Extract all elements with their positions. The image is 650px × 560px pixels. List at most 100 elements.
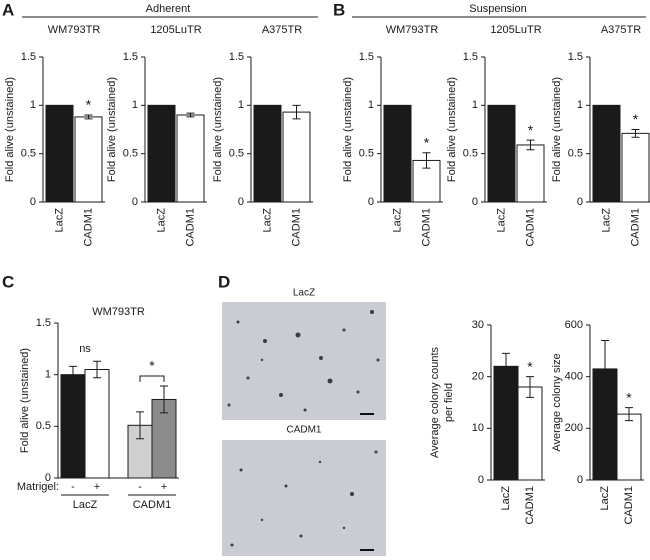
y-tick-label: 0.5 bbox=[123, 148, 138, 160]
bar bbox=[516, 144, 545, 203]
x-tick-label: CADM1 bbox=[184, 208, 196, 247]
y-tick-label: 0 bbox=[577, 196, 583, 208]
error-bar bbox=[186, 112, 195, 118]
y-axis-label: Fold alive (unstained) bbox=[342, 77, 354, 182]
y-tick-label: 1.5 bbox=[568, 51, 583, 63]
x-axis-label: Matrigel: bbox=[17, 481, 59, 493]
y-axis-label: Average colony size bbox=[551, 353, 563, 451]
x-tick-label: CADM1 bbox=[420, 208, 432, 247]
error-bar bbox=[292, 104, 301, 120]
x-tick-label: LacZ bbox=[53, 208, 65, 233]
y-axis-label: per field bbox=[443, 383, 455, 422]
significance: * bbox=[633, 111, 639, 127]
error-bar bbox=[625, 407, 633, 422]
y-tick-label: 0 bbox=[238, 196, 244, 208]
y-tick-label: 0 bbox=[478, 474, 484, 486]
bar bbox=[74, 116, 103, 203]
x-tick-label: CADM1 bbox=[524, 486, 536, 525]
x-tick-label: LacZ bbox=[500, 486, 512, 511]
y-tick-label: 1 bbox=[30, 99, 36, 111]
y-axis-label: Average colony counts bbox=[429, 346, 441, 458]
y-tick-label: 0 bbox=[577, 474, 583, 486]
bar bbox=[282, 111, 311, 203]
bar bbox=[60, 374, 86, 479]
panel-label: B bbox=[333, 0, 345, 19]
y-tick-label: 1 bbox=[45, 369, 51, 381]
chart-title: 1205LuTR bbox=[150, 24, 201, 36]
x-tick-label: CADM1 bbox=[629, 208, 641, 247]
image-label: LacZ bbox=[293, 288, 315, 299]
significance: * bbox=[626, 389, 632, 405]
x-tick-label: LacZ bbox=[261, 208, 273, 233]
condition-header: Adherent bbox=[146, 3, 191, 15]
x-tick-label: LacZ bbox=[391, 208, 403, 233]
y-axis-label: Fold alive (unstained) bbox=[4, 77, 16, 182]
panel-label: A bbox=[2, 0, 14, 19]
y-tick-label: 200 bbox=[565, 422, 583, 434]
y-tick-label: 0 bbox=[368, 196, 374, 208]
y-tick-label: 0.5 bbox=[21, 148, 36, 160]
panel-label: D bbox=[218, 272, 230, 291]
y-axis-label: Fold alive (unstained) bbox=[106, 77, 118, 182]
x-tick-label: - bbox=[71, 481, 75, 493]
chart-title: WM793TR bbox=[92, 306, 145, 318]
y-tick-label: 1 bbox=[472, 99, 478, 111]
chart-title: A375TR bbox=[262, 24, 302, 36]
x-tick-label: CADM1 bbox=[524, 208, 536, 247]
bar bbox=[176, 114, 205, 203]
y-tick-label: 0 bbox=[132, 196, 138, 208]
significance: ns bbox=[79, 343, 91, 355]
x-tick-label: + bbox=[161, 481, 167, 493]
y-tick-label: 1.5 bbox=[229, 51, 244, 63]
bar bbox=[84, 369, 110, 479]
x-tick-label: LacZ bbox=[599, 486, 611, 511]
error-bar bbox=[422, 152, 431, 169]
bar bbox=[517, 386, 543, 481]
significance: * bbox=[528, 122, 534, 138]
bar bbox=[592, 104, 621, 203]
y-tick-label: 1.5 bbox=[36, 317, 51, 329]
bracket bbox=[139, 375, 165, 383]
y-tick-label: 1.5 bbox=[463, 51, 478, 63]
y-tick-label: 0.5 bbox=[568, 148, 583, 160]
y-tick-label: 600 bbox=[565, 319, 583, 331]
y-tick-label: 0 bbox=[30, 196, 36, 208]
error-bar bbox=[136, 411, 144, 440]
group-label: CADM1 bbox=[133, 499, 172, 511]
x-tick-label: CADM1 bbox=[290, 208, 302, 247]
significance: * bbox=[424, 134, 430, 150]
bar bbox=[383, 104, 412, 203]
error-bar bbox=[601, 340, 609, 398]
y-tick-label: 1 bbox=[238, 99, 244, 111]
y-axis-label: Fold alive (unstained) bbox=[446, 77, 458, 182]
x-tick-label: CADM1 bbox=[82, 208, 94, 247]
bar bbox=[253, 104, 282, 203]
significance: * bbox=[149, 358, 155, 374]
x-tick-label: LacZ bbox=[495, 208, 507, 233]
error-bar bbox=[526, 139, 535, 151]
y-tick-label: 20 bbox=[472, 371, 484, 383]
y-tick-label: 1 bbox=[577, 99, 583, 111]
chart-title: WM793TR bbox=[48, 24, 101, 36]
error-bar bbox=[526, 376, 534, 398]
y-tick-label: 30 bbox=[472, 319, 484, 331]
significance: * bbox=[86, 97, 92, 113]
y-tick-label: 1.5 bbox=[359, 51, 374, 63]
bar bbox=[616, 413, 642, 481]
error-bar bbox=[93, 360, 101, 379]
micrograph bbox=[222, 440, 386, 556]
y-tick-label: 0 bbox=[45, 472, 51, 484]
x-tick-label: CADM1 bbox=[623, 486, 635, 525]
error-bar bbox=[84, 114, 93, 120]
y-axis-label: Fold alive (unstained) bbox=[19, 348, 31, 453]
bar bbox=[487, 104, 516, 203]
chart-title: A375TR bbox=[601, 24, 641, 36]
panel-label: C bbox=[2, 272, 14, 291]
error-bar bbox=[160, 385, 168, 414]
y-tick-label: 0 bbox=[472, 196, 478, 208]
y-tick-label: 0.5 bbox=[463, 148, 478, 160]
y-tick-label: 1 bbox=[132, 99, 138, 111]
image-label: CADM1 bbox=[286, 425, 321, 436]
error-bar bbox=[631, 129, 640, 138]
